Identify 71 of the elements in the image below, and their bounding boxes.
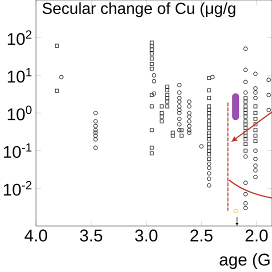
point [59,74,64,80]
y-tick-label: 10$^{0}$ [8,106,32,120]
x-tick-label: 4.0 [24,230,48,242]
x-axis-title: age (G [220,253,270,269]
chart-title: Secular change of Cu (μg/g [42,2,236,18]
point [187,110,192,116]
point [253,148,258,153]
point [253,168,258,173]
point [177,82,182,88]
point [243,192,248,196]
point [266,108,271,112]
point [93,128,98,132]
point [177,90,182,95]
x-tick-label: 2.5 [190,230,212,242]
point [177,116,182,121]
point [253,174,258,180]
point [266,92,271,98]
point [243,68,248,72]
point [187,119,192,124]
point [243,206,248,210]
point [243,201,248,206]
point [177,104,182,109]
point [243,154,248,159]
x-tick-label: 3.5 [80,230,102,242]
point [206,176,212,181]
point [243,90,248,95]
point [253,90,258,95]
point [266,78,271,82]
point [187,100,192,104]
point [152,73,156,78]
point [93,137,98,142]
x-tick-label: 3.0 [135,230,158,242]
point [152,79,156,84]
y-tick-label: 10$^{2}$ [8,30,32,46]
point [177,100,182,104]
x-tick-label: 2.0 [246,230,268,242]
point [253,86,258,91]
point [206,171,212,176]
point [177,128,182,132]
point [187,130,192,135]
point [206,162,212,166]
point [93,134,98,138]
y-tick-label: 10$^{1}$ [8,68,32,83]
point [152,91,156,96]
point [93,110,98,116]
point [253,72,258,76]
point [243,180,248,185]
point [233,208,238,214]
point [177,108,182,112]
point [253,96,258,100]
y-tick-label: 10$^{-1}$ [4,143,32,158]
point [199,144,204,149]
point [243,46,248,51]
point [253,164,258,168]
point [206,183,212,188]
point [187,104,192,109]
point [187,114,192,119]
point [206,166,212,170]
point [187,128,192,132]
point [210,74,215,80]
point [187,124,192,128]
point [243,80,248,84]
point [253,156,258,162]
y-tick-label: 10$^{-2}$ [4,180,32,196]
point [177,96,182,100]
point [177,122,182,126]
point [93,124,98,128]
point [177,110,182,116]
point [93,130,98,135]
point [93,146,98,150]
point [93,119,98,124]
